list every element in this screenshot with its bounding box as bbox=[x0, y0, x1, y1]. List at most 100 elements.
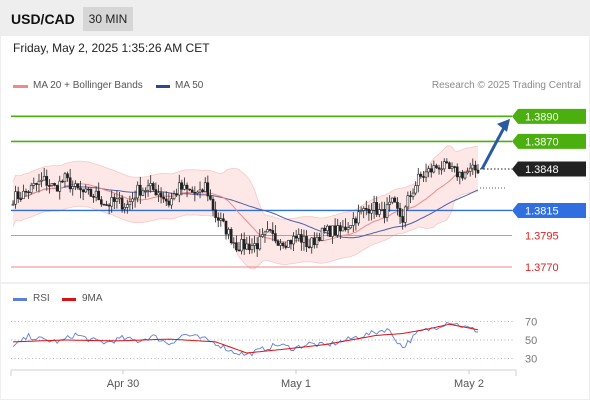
candle-body bbox=[284, 245, 288, 248]
candle-body bbox=[419, 173, 423, 177]
candle-body bbox=[53, 183, 56, 186]
candle-body bbox=[388, 201, 391, 205]
candle-body bbox=[146, 185, 150, 191]
level-label: 1.3770 bbox=[525, 262, 559, 274]
candle-body bbox=[154, 189, 158, 196]
candle-body bbox=[196, 191, 199, 194]
candle-body bbox=[315, 236, 319, 246]
candle-body bbox=[87, 188, 90, 191]
chart-panel bbox=[1, 36, 589, 399]
candle-body bbox=[128, 201, 132, 205]
candle-body bbox=[133, 197, 137, 200]
candle-body bbox=[287, 240, 290, 248]
candle-body bbox=[258, 236, 262, 250]
candle-body bbox=[167, 200, 171, 206]
candle-body bbox=[113, 197, 116, 202]
candles-group bbox=[11, 158, 480, 257]
candle-body bbox=[370, 210, 373, 214]
candle-body bbox=[341, 226, 345, 232]
candle-body bbox=[328, 225, 332, 237]
candle-body bbox=[274, 233, 277, 242]
x-tick-label: Apr 30 bbox=[107, 378, 139, 390]
candle-body bbox=[42, 176, 46, 181]
resistance-label-box bbox=[512, 108, 586, 124]
candle-body bbox=[297, 234, 301, 239]
candle-body bbox=[224, 220, 228, 235]
ma50-line bbox=[12, 186, 479, 239]
candle-body bbox=[435, 165, 438, 169]
candle-body bbox=[359, 210, 363, 213]
candle-body bbox=[333, 225, 337, 236]
candle-body bbox=[245, 243, 249, 250]
candle-body bbox=[307, 246, 311, 249]
candle-body bbox=[89, 189, 93, 197]
candle-body bbox=[206, 182, 210, 197]
last-price-label: 1.3848 bbox=[525, 164, 559, 176]
candle-body bbox=[40, 179, 43, 182]
candle-body bbox=[138, 184, 142, 196]
support-label-box bbox=[512, 202, 586, 218]
candle-body bbox=[216, 217, 220, 221]
candle-body bbox=[50, 183, 54, 186]
candle-body bbox=[401, 216, 404, 223]
candle-body bbox=[346, 227, 350, 231]
candle-body bbox=[102, 203, 106, 206]
timeframe-button[interactable]: 30 MIN bbox=[83, 7, 133, 31]
candle-body bbox=[320, 227, 324, 241]
candle-body bbox=[14, 191, 17, 205]
candle-body bbox=[414, 185, 417, 194]
candle-body bbox=[344, 226, 347, 231]
candle-body bbox=[362, 208, 365, 211]
candle-body bbox=[466, 171, 469, 174]
candle-body bbox=[209, 195, 212, 200]
resistance-label: 1.3870 bbox=[525, 136, 559, 148]
x-tick-label: May 1 bbox=[281, 378, 311, 390]
candle-body bbox=[177, 182, 181, 196]
candle-body bbox=[271, 230, 275, 234]
candle-body bbox=[16, 191, 20, 199]
candle-body bbox=[222, 218, 225, 222]
candle-body bbox=[68, 177, 72, 190]
candle-body bbox=[29, 185, 33, 193]
candle-body bbox=[261, 234, 264, 237]
candle-body bbox=[232, 242, 236, 244]
candle-body bbox=[235, 242, 238, 251]
candle-body bbox=[455, 166, 459, 178]
candle-body bbox=[100, 199, 103, 205]
candle-body bbox=[326, 225, 329, 232]
last-price-label-box bbox=[512, 161, 586, 177]
candle-body bbox=[476, 169, 480, 174]
candle-body bbox=[281, 242, 285, 247]
candle-body bbox=[390, 197, 394, 203]
candle-body bbox=[76, 183, 80, 189]
candle-body bbox=[253, 243, 256, 246]
candle-body bbox=[352, 218, 355, 226]
candle-body bbox=[94, 190, 98, 198]
candle-body bbox=[24, 190, 28, 193]
candle-body bbox=[372, 202, 376, 211]
candle-body bbox=[357, 211, 360, 224]
candle-body bbox=[377, 209, 381, 215]
candle-body bbox=[185, 184, 189, 190]
candle-body bbox=[144, 190, 147, 192]
x-tick-label: May 2 bbox=[454, 378, 484, 390]
candle-body bbox=[427, 168, 430, 173]
candle-body bbox=[331, 225, 334, 237]
candle-body bbox=[471, 164, 475, 169]
candle-body bbox=[336, 225, 340, 236]
candle-body bbox=[151, 183, 155, 190]
candle-body bbox=[74, 183, 77, 187]
candle-body bbox=[240, 239, 243, 252]
candle-body bbox=[27, 191, 30, 194]
candle-body bbox=[63, 173, 67, 182]
candle-body bbox=[58, 180, 62, 192]
candle-body bbox=[364, 208, 368, 210]
candle-body bbox=[437, 167, 441, 170]
candle-body bbox=[198, 189, 202, 193]
candle-body bbox=[66, 173, 69, 179]
candle-body bbox=[61, 180, 64, 183]
candle-body bbox=[105, 204, 108, 206]
candle-body bbox=[396, 201, 399, 209]
